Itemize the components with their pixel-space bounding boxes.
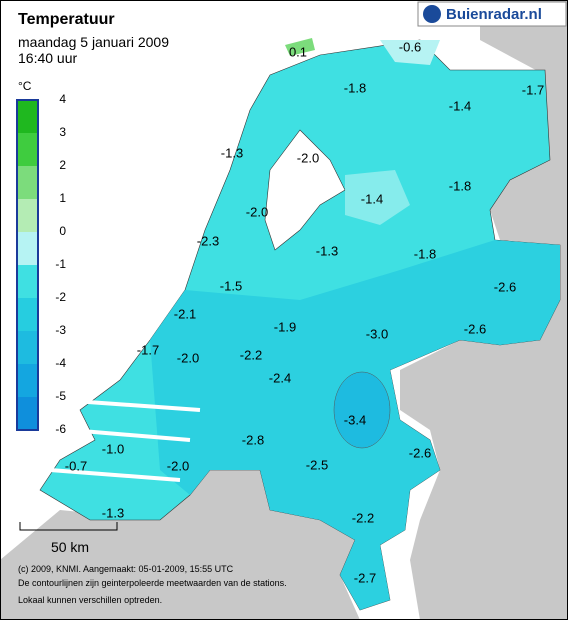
temperature-reading: -2.3: [197, 233, 219, 248]
temperature-reading: -1.3: [316, 243, 338, 258]
temperature-reading: -2.5: [306, 457, 328, 472]
logo-text: Buienradar.nl: [446, 6, 542, 23]
temperature-reading: -2.6: [409, 445, 431, 460]
legend-tick-label: -2: [55, 290, 66, 304]
temperature-reading: -1.9: [274, 319, 296, 334]
title: Temperatuur: [18, 11, 115, 28]
legend-tick-label: -3: [55, 323, 66, 337]
temperature-reading: -2.1: [174, 306, 196, 321]
legend-swatch: [17, 232, 38, 265]
temperature-reading: -2.7: [354, 570, 376, 585]
legend-swatch: [17, 133, 38, 166]
scale-label: 50 km: [51, 539, 89, 555]
temperature-reading: -2.8: [242, 432, 264, 447]
temperature-reading: -1.3: [221, 145, 243, 160]
temperature-reading: -2.2: [352, 510, 374, 525]
temperature-reading: -2.0: [167, 458, 189, 473]
logo-icon: [423, 5, 441, 23]
footer-line: (c) 2009, KNMI. Aangemaakt: 05-01-2009, …: [18, 564, 234, 574]
temperature-reading: -2.0: [177, 350, 199, 365]
readings: 0.1 -0.6 -1.8 -1.7 -1.4 -1.3 -2.0 -1.8 -1.4 -2.0 -…: [65, 39, 544, 585]
legend-unit: °C: [18, 79, 32, 93]
legend-tick-label: 1: [59, 191, 66, 205]
temperature-reading: -1.5: [220, 278, 242, 293]
legend-tick-label: -4: [55, 356, 66, 370]
temperature-reading: -1.4: [361, 191, 383, 206]
logo-box: [417, 1, 567, 27]
legend-tick-label: -1: [55, 257, 66, 271]
temperature-reading: -3.0: [366, 326, 388, 341]
legend-border: [16, 99, 39, 431]
flevoland: [345, 170, 410, 225]
temperature-reading: -2.4: [269, 370, 291, 385]
temperature-reading: -2.6: [464, 321, 486, 336]
legend-swatch: [17, 100, 38, 133]
temperature-reading: -1.8: [449, 178, 471, 193]
legend-swatch: [17, 331, 38, 364]
legend-swatch: [17, 298, 38, 331]
legend-swatch: [17, 199, 38, 232]
temperature-reading: -1.8: [344, 80, 366, 95]
footer-line: De contourlijnen zijn geinterpoleerde me…: [18, 578, 287, 588]
footer-line: Lokaal kunnen verschillen optreden.: [18, 595, 162, 605]
temperature-reading: -3.4: [344, 412, 366, 427]
legend-tick-label: 0: [59, 224, 66, 238]
temperature-reading: -2.0: [297, 150, 319, 165]
time: 16:40 uur: [18, 50, 77, 66]
legend-swatch: [17, 364, 38, 397]
ijsselmeer: [264, 129, 346, 251]
temperature-reading: -2.6: [494, 279, 516, 294]
coldest-region: [333, 371, 391, 449]
temperature-reading: -1.3: [102, 505, 124, 520]
belgium: [0, 470, 360, 620]
scale-bar: [19, 522, 118, 531]
temperature-reading: -1.7: [522, 82, 544, 97]
island-green: [285, 38, 315, 56]
temperature-reading: -0.6: [399, 39, 421, 54]
germany: [400, 0, 568, 620]
temperature-reading: -1.4: [449, 98, 471, 113]
legend-tick-label: 2: [59, 158, 66, 172]
legend-tick-label: -6: [55, 422, 66, 436]
temperature-reading: -1.7: [137, 342, 159, 357]
temperature-reading: -2.0: [246, 204, 268, 219]
temperature-reading: -1.8: [414, 246, 436, 261]
legend-swatch: [17, 397, 38, 430]
legend: 4 3 2 1 0 -1 -2 -3 -4 -5 -6: [16, 92, 66, 436]
temperature-reading: -0.7: [65, 458, 87, 473]
date: maandag 5 januari 2009: [18, 34, 169, 50]
pale-region: [380, 40, 440, 65]
legend-tick-label: 4: [59, 92, 66, 106]
legend-tick-label: -5: [55, 389, 66, 403]
legend-tick-label: 3: [59, 125, 66, 139]
temperature-reading: 0.1: [289, 44, 307, 59]
estuaries: [49, 398, 201, 482]
temperature-reading: -2.2: [240, 347, 262, 362]
temperature-reading: -1.0: [102, 441, 124, 456]
legend-swatch: [17, 265, 38, 298]
legend-swatch: [17, 166, 38, 199]
